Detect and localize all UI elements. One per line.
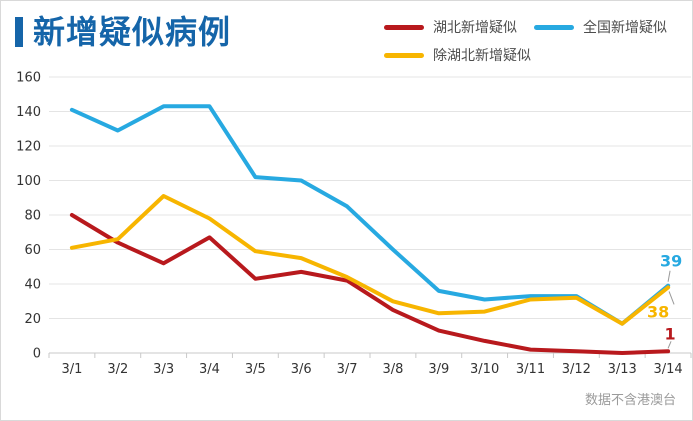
- y-axis-tick-label: 120: [16, 140, 41, 155]
- legend-swatch-ex-hubei: [384, 52, 424, 58]
- end-label-leader-ex-hubei: [668, 291, 675, 305]
- x-axis-tick-label: 3/13: [608, 362, 637, 377]
- legend-swatch-hubei: [384, 24, 424, 30]
- chart-title-text: 新增疑似病例: [33, 13, 232, 51]
- chart-title: 新增疑似病例: [15, 16, 231, 48]
- x-axis-tick-label: 3/1: [61, 362, 82, 377]
- y-axis-tick-label: 20: [24, 312, 41, 327]
- legend: 湖北新增疑似 全国新增疑似 除湖北新增疑似: [384, 17, 684, 65]
- end-label-hubei: 1: [665, 324, 676, 343]
- y-axis-tick-label: 100: [16, 174, 41, 189]
- legend-label-ex-hubei: 除湖北新增疑似: [433, 48, 531, 64]
- legend-item-hubei: 湖北新增疑似: [384, 17, 534, 37]
- x-axis-tick-label: 3/12: [562, 362, 591, 377]
- x-axis-tick-label: 3/4: [199, 362, 220, 377]
- y-axis-tick-label: 0: [33, 347, 41, 362]
- end-label-leader-hubei: [667, 341, 672, 349]
- x-axis-tick-label: 3/10: [470, 362, 499, 377]
- legend-item-ex-hubei: 除湖北新增疑似: [384, 45, 534, 65]
- end-label-leader-national: [667, 270, 671, 282]
- end-label-national: 39: [660, 252, 682, 271]
- legend-label-hubei: 湖北新增疑似: [433, 20, 517, 36]
- legend-swatch-national: [534, 24, 574, 30]
- x-axis-tick-label: 3/9: [428, 362, 449, 377]
- y-axis-tick-label: 140: [16, 105, 41, 120]
- footnote: 数据不含港澳台: [584, 393, 676, 408]
- x-axis-tick-label: 3/8: [382, 362, 403, 377]
- y-axis-tick-label: 40: [24, 278, 41, 293]
- x-axis-tick-label: 3/6: [291, 362, 312, 377]
- x-axis-tick-label: 3/11: [516, 362, 545, 377]
- series-line-hubei: [69, 213, 671, 355]
- y-axis-tick-label: 160: [16, 71, 41, 86]
- title-accent-bar-icon: [15, 17, 23, 47]
- x-axis-tick-label: 3/14: [653, 362, 682, 377]
- y-axis-tick-label: 60: [24, 243, 41, 258]
- x-axis-tick-label: 3/5: [245, 362, 266, 377]
- x-axis-tick-label: 3/7: [337, 362, 358, 377]
- x-axis-tick-label: 3/2: [107, 362, 128, 377]
- legend-item-national: 全国新增疑似: [534, 17, 684, 37]
- series-line-ex-hubei: [69, 194, 671, 326]
- y-axis-tick-label: 80: [24, 209, 41, 224]
- end-label-ex-hubei: 38: [647, 302, 669, 321]
- x-axis-tick-label: 3/3: [153, 362, 174, 377]
- legend-label-national: 全国新增疑似: [583, 20, 667, 36]
